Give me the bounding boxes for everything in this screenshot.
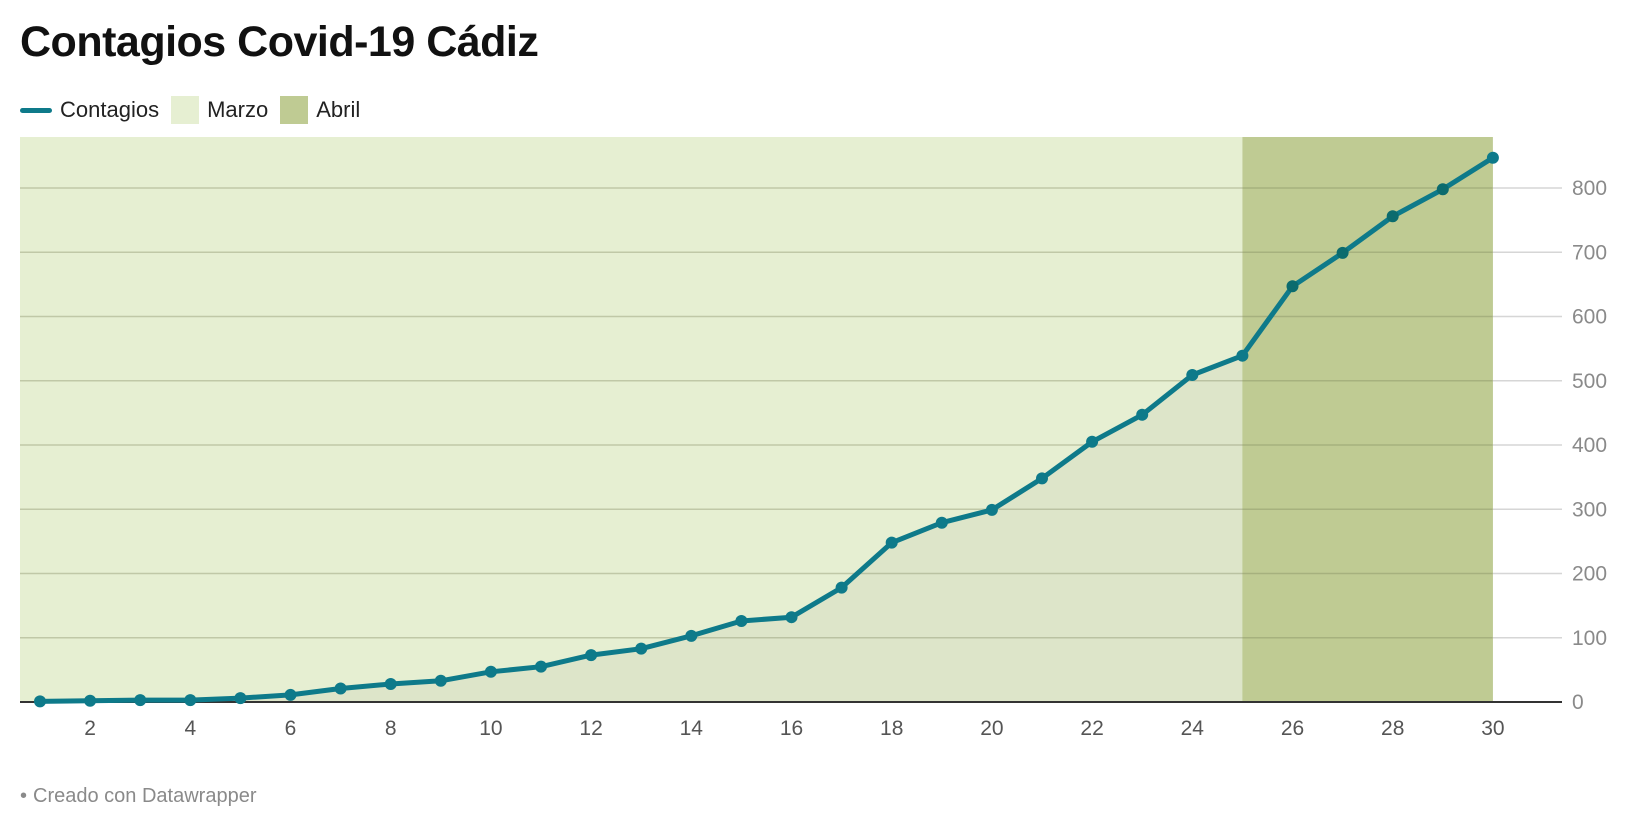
legend-item-contagios: Contagios <box>20 97 159 123</box>
x-axis-label: 4 <box>184 717 196 740</box>
legend-label: Contagios <box>60 97 160 122</box>
data-point <box>885 536 898 549</box>
data-point <box>1286 280 1299 293</box>
data-point <box>234 692 247 705</box>
data-point <box>835 581 848 594</box>
data-point <box>1236 349 1249 362</box>
data-point <box>484 665 497 678</box>
data-point <box>34 695 46 708</box>
legend-item-marzo: Marzo <box>171 96 268 124</box>
y-axis-label: 800 <box>1572 177 1607 200</box>
data-point <box>635 642 648 655</box>
y-axis-label: 400 <box>1572 434 1607 457</box>
credit-text: Creado con Datawrapper <box>33 785 257 807</box>
data-point <box>785 611 798 624</box>
swatch-legend-icon <box>280 96 309 124</box>
data-point <box>84 694 97 707</box>
legend-label: Abril <box>316 97 361 122</box>
data-point <box>134 694 147 707</box>
x-axis-label: 22 <box>1080 717 1103 740</box>
legend: Contagios Marzo Abril <box>20 96 372 124</box>
y-axis-label: 500 <box>1572 370 1607 393</box>
x-axis-label: 16 <box>780 717 803 740</box>
x-axis-label: 20 <box>980 717 1003 740</box>
data-point <box>334 682 347 695</box>
data-point <box>1336 246 1349 259</box>
data-point <box>585 649 598 662</box>
x-axis-label: 14 <box>680 717 704 740</box>
data-point <box>284 688 297 701</box>
data-point <box>1086 435 1099 448</box>
data-point <box>535 660 547 673</box>
y-axis-label: 600 <box>1572 306 1607 329</box>
data-point <box>935 516 948 529</box>
data-point <box>1386 210 1399 223</box>
legend-item-abril: Abril <box>280 96 360 124</box>
data-point <box>1436 183 1449 196</box>
x-axis-label: 12 <box>579 717 602 740</box>
y-axis-label: 300 <box>1572 498 1607 521</box>
contagios-line <box>37 155 1496 704</box>
x-axis-label: 28 <box>1381 717 1404 740</box>
data-point <box>985 503 998 516</box>
footer-credit: • Creado con Datawrapper <box>20 785 256 808</box>
y-axis-label: 100 <box>1572 627 1607 650</box>
x-axis-label: 18 <box>880 717 903 740</box>
data-point <box>184 694 197 707</box>
line-legend-icon <box>20 107 52 113</box>
area-fill <box>40 157 1493 703</box>
data-point <box>1036 472 1048 485</box>
data-point <box>384 678 397 691</box>
x-axis-label: 10 <box>479 717 502 740</box>
data-point <box>1486 151 1499 164</box>
x-axis-label: 24 <box>1181 717 1205 740</box>
data-point <box>434 674 447 687</box>
chart-title: Contagios Covid-19 Cádiz <box>20 18 539 66</box>
x-axis-label: 26 <box>1281 717 1304 740</box>
x-axis-label: 2 <box>84 717 96 740</box>
data-point <box>735 615 748 628</box>
x-axis-label: 30 <box>1481 717 1504 740</box>
band-abril <box>1242 137 1493 702</box>
bullet-icon: • <box>20 785 28 807</box>
legend-label: Marzo <box>207 97 269 122</box>
y-axis-label: 200 <box>1572 563 1607 586</box>
data-point <box>685 629 698 642</box>
y-axis-label: 700 <box>1572 241 1607 264</box>
data-point <box>1136 408 1149 421</box>
x-axis-label: 8 <box>385 717 397 740</box>
y-axis-label: 0 <box>1572 691 1584 714</box>
swatch-legend-icon <box>171 96 200 124</box>
data-point <box>1186 368 1199 381</box>
x-axis-label: 6 <box>285 717 297 740</box>
